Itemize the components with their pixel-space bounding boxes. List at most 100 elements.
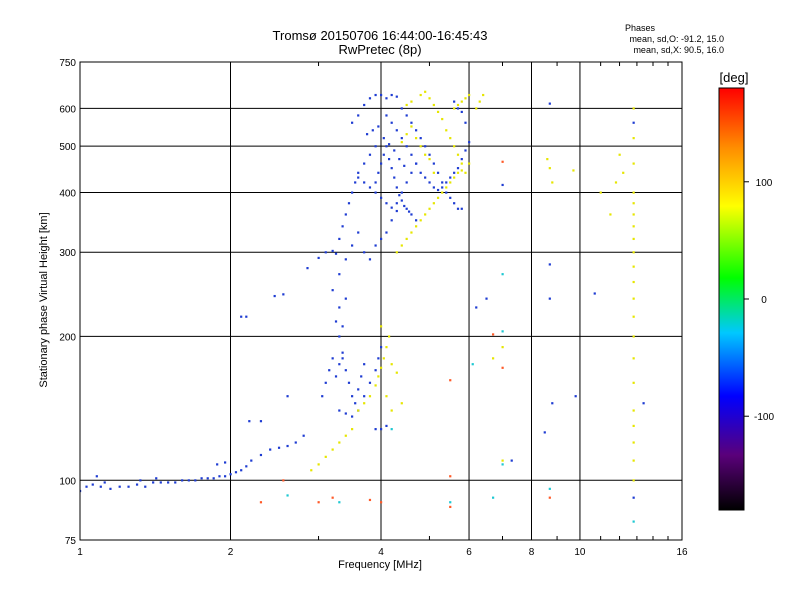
data-point [618, 153, 621, 156]
data-point [419, 219, 422, 222]
data-point [441, 191, 444, 194]
y-tick-label: 400 [59, 188, 76, 199]
data-point [351, 415, 354, 418]
data-point [632, 225, 635, 228]
data-point [548, 263, 551, 266]
data-point [599, 191, 602, 194]
data-point [363, 251, 366, 254]
data-point [456, 103, 460, 107]
data-point [415, 162, 418, 165]
data-point [456, 107, 460, 110]
phase-stats-title: Phases [625, 23, 656, 33]
data-point [436, 110, 440, 114]
data-point [360, 375, 363, 378]
data-point [609, 213, 612, 216]
data-point [159, 481, 162, 484]
data-point [436, 196, 440, 199]
data-point [167, 481, 170, 484]
data-point [331, 448, 334, 451]
data-point [445, 191, 448, 194]
chart-subtitle: RwPretec (8p) [338, 42, 421, 57]
data-point [139, 479, 142, 482]
data-point [155, 477, 158, 480]
data-point [152, 481, 155, 484]
data-point [338, 363, 341, 366]
data-point [248, 420, 251, 423]
data-point [245, 315, 248, 318]
x-tick-label: 6 [466, 547, 472, 558]
data-point [432, 202, 435, 205]
data-point [80, 489, 82, 493]
data-point [240, 469, 243, 472]
data-point [632, 280, 635, 284]
data-point [357, 409, 360, 412]
data-point [338, 409, 341, 412]
x-tick-label: 1 [77, 547, 83, 558]
data-point [632, 315, 635, 318]
data-point [453, 176, 456, 179]
data-point [456, 171, 460, 174]
data-point [324, 381, 327, 384]
data-point [282, 293, 285, 296]
data-point [510, 459, 513, 462]
y-tick-label: 75 [65, 536, 77, 547]
data-point [357, 114, 360, 117]
chart-title: Tromsø 20150706 16:44:00-16:45:43 [273, 28, 488, 43]
data-point [395, 202, 398, 205]
data-point [212, 477, 215, 480]
data-point [374, 191, 377, 194]
colorbar-gradient [718, 87, 745, 511]
data-point [224, 461, 227, 464]
data-point [410, 125, 413, 128]
data-point [456, 167, 460, 170]
data-point [468, 93, 471, 97]
data-point [548, 487, 551, 490]
data-point [273, 294, 276, 298]
data-point [347, 202, 351, 205]
data-point [419, 171, 422, 174]
data-point [464, 149, 467, 152]
data-point [478, 100, 481, 103]
data-point [259, 453, 263, 457]
data-point [501, 330, 504, 333]
data-point [395, 95, 398, 98]
data-point [614, 181, 618, 184]
data-point [632, 121, 635, 124]
data-point [449, 181, 452, 184]
data-point [632, 107, 635, 110]
data-point [382, 137, 385, 140]
data-point [390, 428, 393, 431]
phase-stats-o: mean, sd,O: -91.2, 15.0 [629, 34, 724, 44]
data-point [334, 375, 338, 378]
data-point [351, 121, 354, 124]
colorbar-label: [deg] [720, 70, 749, 85]
data-point [491, 357, 495, 360]
data-point [245, 465, 248, 468]
data-point [632, 297, 635, 300]
data-point [424, 213, 427, 216]
data-point [344, 213, 347, 216]
data-point [436, 171, 440, 174]
colorbar-tick-label: -100 [754, 412, 774, 423]
data-point [632, 137, 635, 140]
data-point [632, 479, 635, 482]
data-point [405, 133, 408, 136]
data-point [380, 325, 383, 328]
data-point [400, 107, 403, 110]
data-point [385, 145, 388, 148]
data-point [259, 420, 263, 423]
data-point [415, 225, 418, 228]
data-point [453, 171, 456, 174]
data-point [357, 176, 360, 179]
data-point [377, 375, 380, 378]
data-point [405, 181, 408, 184]
data-point [374, 428, 377, 431]
data-point [206, 477, 209, 480]
data-point [109, 487, 112, 490]
data-point [441, 181, 444, 184]
x-tick-label: 10 [574, 547, 586, 558]
data-point [331, 357, 334, 360]
data-point [240, 315, 243, 318]
data-point [368, 395, 372, 398]
data-point [456, 207, 460, 210]
